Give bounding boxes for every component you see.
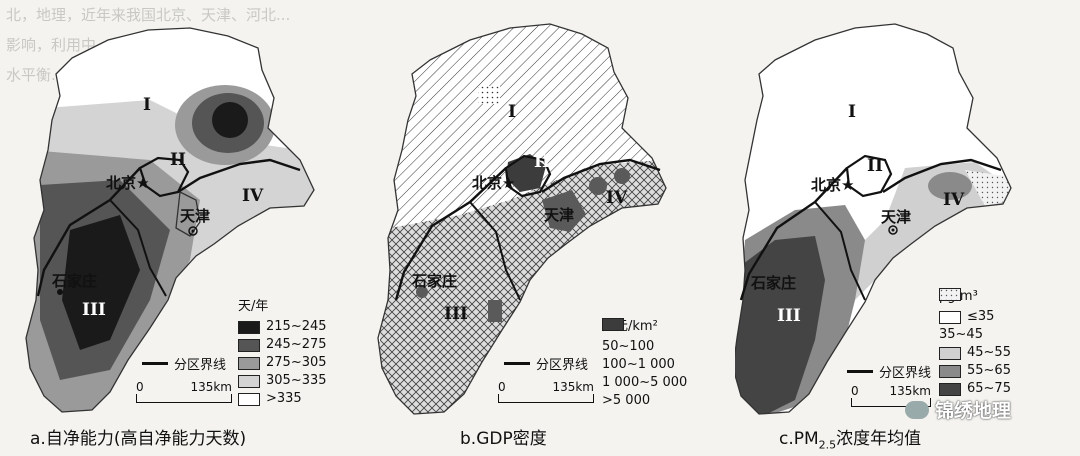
region-label: II <box>170 150 186 170</box>
map-b-svg <box>377 23 667 415</box>
bg-line: 北，地理，近年来我国北京、天津、河北... <box>6 6 291 24</box>
legend-c: μg/m³ ≤35 35~45 45~55 55~65 65~75 <box>939 288 1011 398</box>
legend-item: 100~1 000 <box>602 357 675 372</box>
boundary-legend-b: 分区界线 <box>504 354 588 373</box>
caption-c-main: c.PM <box>779 429 819 449</box>
boundary-line-swatch <box>504 362 530 365</box>
legend-swatch <box>238 374 260 388</box>
region-label: II <box>867 156 883 176</box>
boundary-legend-c: 分区界线 <box>847 362 931 381</box>
region-label: I <box>143 95 151 115</box>
map-c-svg <box>735 23 1012 415</box>
legend-swatch <box>939 364 961 378</box>
caption-b: b.GDP密度 <box>460 429 547 449</box>
scale-bar-c: 0 135km <box>851 384 931 407</box>
city-label-beijing: 北京★ <box>811 176 855 194</box>
region-label: IV <box>606 188 628 208</box>
region-label: III <box>82 300 106 320</box>
caption-c: c.PM2.5浓度年均值 <box>779 424 921 451</box>
legend-item: >5 000 <box>602 393 651 408</box>
map-panel-c: I II III IV 北京★ 天津 石家庄 μg/m³ ≤35 35~45 4… <box>735 0 1080 456</box>
legend-item: 45~55 <box>967 345 1011 360</box>
caption-c-tail: 浓度年均值 <box>836 429 922 449</box>
region-label: III <box>777 306 801 326</box>
region-label: I <box>848 102 856 122</box>
legend-swatch <box>238 392 260 406</box>
caption-a: a.自净能力(高自净能力天数) <box>30 429 247 449</box>
legend-item: 65~75 <box>967 381 1011 396</box>
legend-item: 1 000~5 000 <box>602 375 688 390</box>
boundary-line-swatch <box>142 362 168 365</box>
city-label-tianjin: 天津 <box>881 208 912 226</box>
boundary-label: 分区界线 <box>174 358 227 373</box>
legend-a: 天/年 215~245 245~275 275~305 305~335 >335 <box>238 298 327 408</box>
legend-item: 55~65 <box>967 363 1011 378</box>
scale-zero: 0 <box>136 380 144 394</box>
legend-swatch <box>939 346 961 360</box>
scale-distance: 135km <box>190 380 232 394</box>
scale-bar-line <box>851 398 931 407</box>
legend-swatch <box>238 356 260 370</box>
region-label: II <box>534 152 550 172</box>
scale-zero: 0 <box>498 380 506 394</box>
legend-swatch <box>939 288 961 301</box>
legend-swatch <box>238 338 260 352</box>
legend-item: 275~305 <box>266 355 327 370</box>
watermark: 锦绣地理 <box>905 396 1011 423</box>
legend-item: >335 <box>266 391 302 406</box>
caption-c-sub: 2.5 <box>818 438 837 452</box>
map-panel-a: I II III IV 北京★ 天津 石家庄 天/年 215~245 245~2… <box>0 0 360 456</box>
region-label: III <box>444 304 468 324</box>
legend-item: 245~275 <box>266 337 327 352</box>
legend-item: ≤35 <box>967 309 995 324</box>
scale-distance: 135km <box>552 380 594 394</box>
watermark-text: 锦绣地理 <box>935 400 1012 422</box>
legend-swatch <box>238 320 260 334</box>
boundary-line-swatch <box>847 370 873 373</box>
scale-bar-line <box>136 394 232 403</box>
city-label-shijiazhuang: 石家庄 <box>52 272 98 290</box>
scale-zero: 0 <box>851 384 859 398</box>
wechat-icon <box>905 400 929 419</box>
scale-bar-a: 0 135km <box>136 380 232 403</box>
map-panel-b: I II III IV 北京★ 天津 石家庄 万元/km² 50~100 100… <box>360 0 735 456</box>
scale-distance: 135km <box>889 384 931 398</box>
boundary-label: 分区界线 <box>536 358 589 373</box>
city-label-tianjin: 天津 <box>180 207 211 225</box>
city-label-shijiazhuang: 石家庄 <box>412 272 458 290</box>
legend-item: 215~245 <box>266 319 327 334</box>
boundary-legend-a: 分区界线 <box>142 354 226 373</box>
region-label: I <box>508 102 516 122</box>
scale-bar-line <box>498 394 594 403</box>
region-label: IV <box>242 186 264 206</box>
boundary-label: 分区界线 <box>879 366 932 381</box>
legend-item: 50~100 <box>602 339 655 354</box>
legend-title: 天/年 <box>238 299 269 314</box>
legend-item: 35~45 <box>939 327 983 342</box>
legend-swatch <box>602 318 624 331</box>
legend-swatch <box>939 310 961 324</box>
legend-b: 万元/km² 50~100 100~1 000 1 000~5 000 >5 0… <box>602 318 687 410</box>
map-a-svg <box>25 27 315 413</box>
city-label-tianjin: 天津 <box>544 206 575 224</box>
city-label-beijing: 北京★ <box>472 174 516 192</box>
city-label-shijiazhuang: 石家庄 <box>751 274 797 292</box>
city-label-beijing: 北京★ <box>106 174 150 192</box>
legend-item: 305~335 <box>266 373 327 388</box>
legend-swatch <box>939 382 961 396</box>
region-label: IV <box>943 190 965 210</box>
scale-bar-b: 0 135km <box>498 380 594 403</box>
